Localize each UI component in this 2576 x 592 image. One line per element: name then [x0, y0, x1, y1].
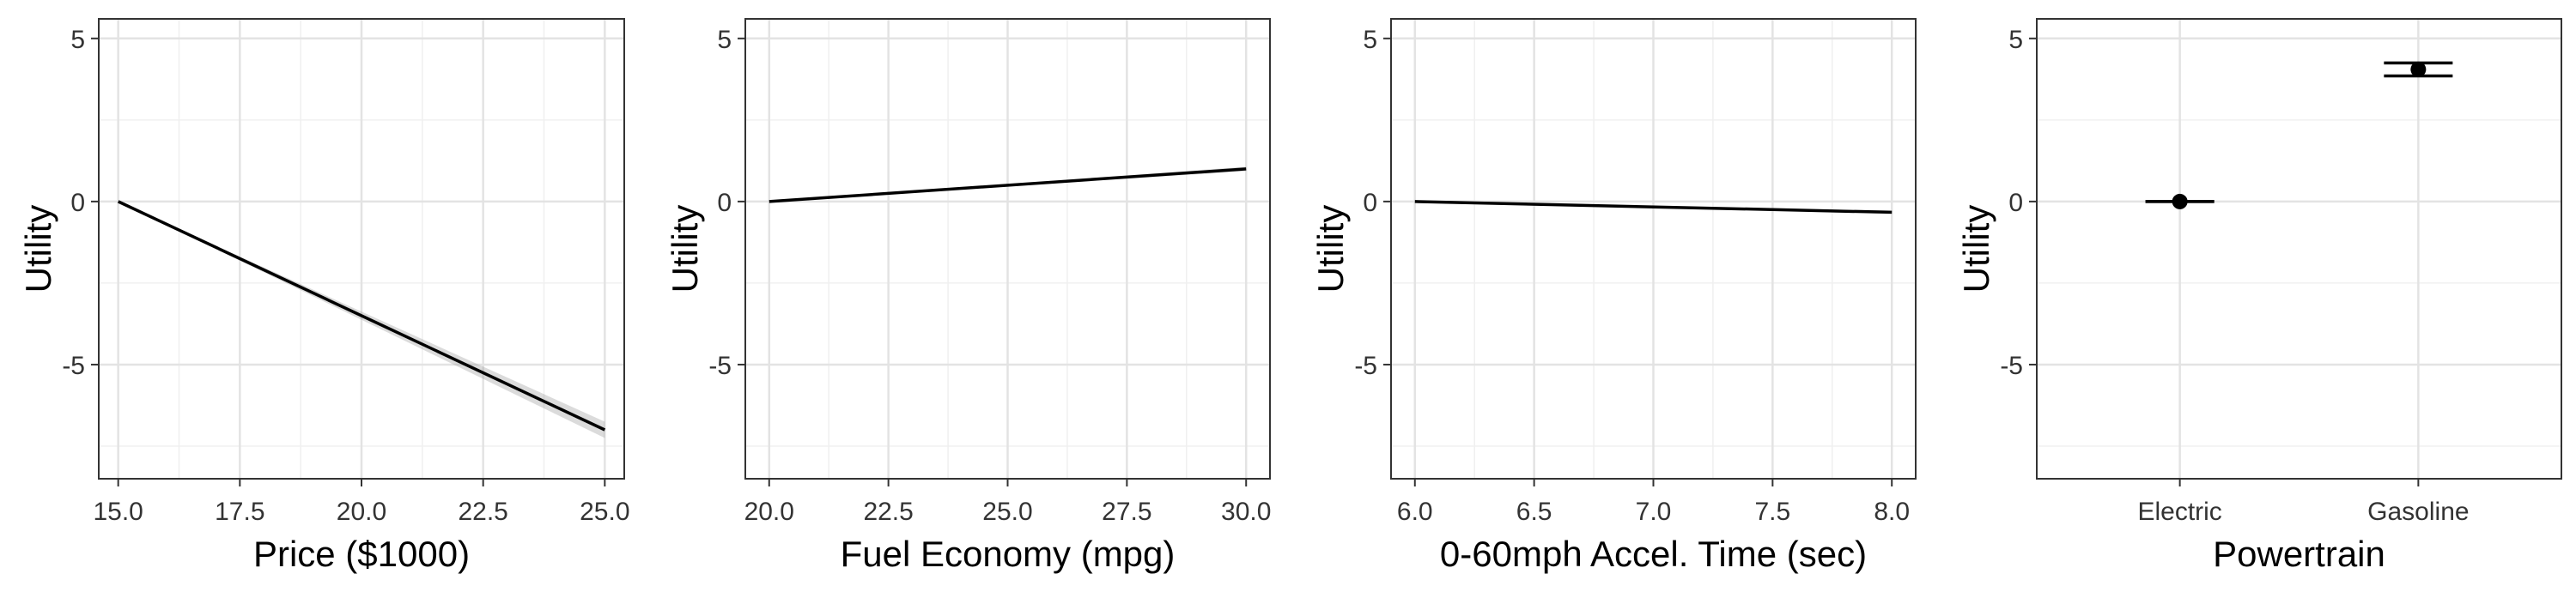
x-tick-label: 15.0: [93, 498, 143, 526]
y-tick-label: 0: [717, 189, 732, 217]
y-tick-label: -5: [62, 352, 85, 380]
panel-powertrain: 5 0 -5 Electric Gasoline Powertrain Utility: [1956, 18, 2562, 574]
panel-fuel-economy: 5 0 -5 20.0 22.5 25.0 27.5 30.0 Fuel Economy (mp…: [665, 18, 1271, 574]
panel-acceleration: 5 0 -5 6.0 6.5 7.0 7.5 8.00-60mph Accel. Time (…: [1310, 18, 1917, 574]
y-tick-label: 5: [70, 26, 85, 54]
series-line: [1414, 200, 1893, 214]
x-tick-label: 17.5: [215, 498, 264, 526]
y-tick-label: 0: [1363, 189, 1377, 217]
y-tick-label: 0: [2008, 189, 2023, 217]
y-axis-title: Utility: [18, 205, 58, 293]
x-tick-label: 22.5: [863, 498, 913, 526]
x-tick-label: 30.0: [1221, 498, 1271, 526]
plot-background: [2037, 19, 2561, 479]
panel-border: [2036, 18, 2562, 480]
y-axis-title: Utility: [1956, 205, 1996, 293]
x-tick-label: 6.0: [1397, 498, 1433, 526]
x-tick-label: 25.0: [580, 498, 629, 526]
x-tick-label: 20.0: [744, 498, 794, 526]
x-tick-label: 27.5: [1102, 498, 1151, 526]
data-point: [2410, 61, 2427, 77]
series-line: [117, 200, 606, 432]
x-axis-title: Powertrain: [2213, 534, 2385, 574]
data-point: [2172, 193, 2188, 209]
x-tick-label: 7.5: [1755, 498, 1791, 526]
x-axis-title: 0-60mph Accel. Time (sec): [1440, 534, 1867, 574]
y-tick-label: 5: [1363, 26, 1377, 54]
x-tick-label: 20.0: [337, 498, 386, 526]
y-axis-title: Utility: [1310, 205, 1351, 293]
x-tick-label: 22.5: [458, 498, 507, 526]
x-axis-title: Fuel Economy (mpg): [841, 534, 1176, 574]
y-tick-label: 5: [717, 26, 732, 54]
x-tick-label: Gasoline: [2367, 498, 2469, 526]
y-tick-label: -5: [708, 352, 732, 380]
panel-price: 5 0 -5 15.0 17.5 20.0 22.5 25.0 Price ($1000) Uti…: [18, 18, 630, 574]
x-tick-label: 7.0: [1636, 498, 1672, 526]
y-tick-label: -5: [1354, 352, 1377, 380]
x-axis-title: Price ($1000): [253, 534, 470, 574]
series-line: [769, 167, 1247, 203]
x-tick-label: 25.0: [982, 498, 1032, 526]
y-tick-label: 5: [2008, 26, 2023, 54]
x-tick-label: Electric: [2137, 498, 2221, 526]
y-axis-title: Utility: [665, 205, 705, 293]
confidence-band: [118, 201, 605, 438]
x-tick-label: 8.0: [1874, 498, 1910, 526]
y-tick-label: -5: [2000, 352, 2023, 380]
y-tick-label: 0: [70, 189, 85, 217]
x-tick-label: 6.5: [1516, 498, 1552, 526]
